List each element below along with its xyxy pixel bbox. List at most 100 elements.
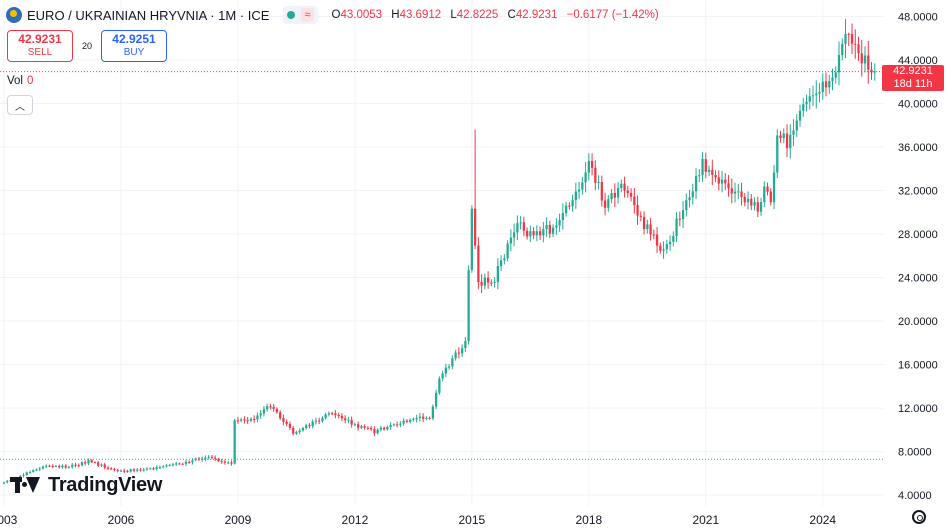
- candle-body: [35, 469, 38, 471]
- candle-body: [691, 191, 694, 198]
- candle-body: [659, 245, 662, 251]
- sell-button[interactable]: 42.9231 SELL: [7, 30, 73, 62]
- gear-icon[interactable]: [912, 510, 926, 524]
- x-tick-label: 2006: [108, 513, 135, 527]
- candle-body: [704, 159, 707, 172]
- volume-value: 0: [27, 75, 34, 87]
- candle-body: [873, 71, 876, 73]
- sell-price: 42.9231: [18, 32, 62, 46]
- symbol-logo-icon: [6, 7, 22, 23]
- candle-body: [597, 182, 600, 184]
- candle-body: [48, 465, 51, 467]
- sell-label: SELL: [27, 47, 53, 58]
- candle-body: [412, 419, 415, 421]
- candle-body: [347, 419, 350, 421]
- candle-body: [123, 470, 126, 472]
- candle-body: [188, 462, 191, 464]
- candle-body: [110, 468, 113, 470]
- candle-body: [214, 457, 217, 459]
- candle-body: [626, 190, 629, 193]
- x-tick-label: 2021: [692, 513, 719, 527]
- candle-body: [441, 373, 444, 379]
- high-value: 43.6912: [399, 9, 442, 21]
- candle-body: [815, 93, 818, 96]
- candle-body: [577, 189, 581, 192]
- y-tick-label: 44.0000: [898, 55, 938, 67]
- candle-body: [808, 96, 811, 102]
- candle-body: [298, 430, 301, 433]
- candle-body: [616, 188, 620, 198]
- candle-body: [262, 409, 266, 414]
- candle-body: [168, 465, 171, 467]
- candle-body: [28, 471, 32, 473]
- collapse-legend-button[interactable]: ︿: [7, 95, 33, 115]
- candle-body: [581, 182, 584, 190]
- candle-body: [685, 200, 688, 211]
- candle-body: [763, 186, 766, 203]
- candle-body: [506, 243, 509, 259]
- y-tick-label: 32.0000: [898, 185, 938, 197]
- candle-body: [360, 426, 363, 428]
- symbol-title[interactable]: EURO / UKRAINIAN HRYVNIA · 1M · ICE: [27, 7, 270, 23]
- candle-body: [386, 426, 389, 430]
- candle-body: [51, 465, 54, 467]
- candle-body: [652, 234, 655, 236]
- candle-body: [19, 475, 22, 478]
- candle-body: [171, 464, 175, 466]
- candle-body: [155, 467, 158, 469]
- candle-body: [486, 277, 490, 283]
- candle-body: [789, 134, 792, 149]
- wave-icon: ≈: [301, 8, 314, 22]
- candle-body: [779, 135, 782, 139]
- candle-body: [175, 463, 178, 465]
- candle-body: [178, 463, 181, 465]
- candle-body: [100, 464, 103, 466]
- buy-button[interactable]: 42.9251 BUY: [101, 30, 167, 62]
- candle-body: [275, 408, 279, 413]
- candle-body: [802, 104, 805, 111]
- candle-body: [77, 465, 80, 467]
- indicator-toggle[interactable]: ≈: [283, 6, 318, 24]
- candle-body: [97, 462, 100, 466]
- candle-body: [327, 413, 331, 415]
- candle-body: [119, 470, 123, 472]
- candle-body: [756, 202, 759, 212]
- candle-body: [740, 191, 743, 198]
- candle-body: [184, 462, 188, 464]
- candle-body: [344, 418, 347, 421]
- y-tick-label: 28.0000: [898, 229, 938, 241]
- open-value: 43.0053: [340, 9, 383, 21]
- tradingview-logo[interactable]: TradingView: [10, 472, 162, 498]
- candle-body: [204, 457, 207, 459]
- candle-body: [727, 183, 730, 189]
- bar-countdown: 18d 11h: [893, 77, 933, 90]
- candle-body: [376, 429, 379, 434]
- x-tick-label: 2018: [575, 513, 602, 527]
- candle-body: [87, 460, 90, 464]
- candle-body: [623, 183, 626, 191]
- candle-body: [473, 208, 477, 246]
- candle-body: [525, 230, 529, 237]
- candle-body: [421, 416, 425, 419]
- x-tick-label: 2012: [342, 513, 369, 527]
- candle-body: [529, 231, 532, 237]
- candle-body: [243, 419, 246, 421]
- candle-body: [568, 205, 571, 207]
- candle-body: [834, 72, 837, 78]
- candle-body: [334, 413, 337, 416]
- candle-body: [668, 241, 672, 245]
- candle-body: [142, 469, 145, 471]
- candle-body: [603, 200, 607, 208]
- candle-body: [743, 197, 746, 203]
- candle-body: [324, 414, 327, 418]
- candle-body: [483, 277, 486, 286]
- candle-body: [841, 43, 844, 56]
- y-tick-label: 12.0000: [898, 403, 938, 415]
- candle-body: [54, 465, 58, 467]
- last-price-value: 42.9231: [893, 64, 933, 77]
- buy-label: BUY: [123, 47, 145, 58]
- candle-body: [707, 169, 711, 172]
- candle-body: [405, 420, 409, 422]
- candle-body: [587, 161, 590, 173]
